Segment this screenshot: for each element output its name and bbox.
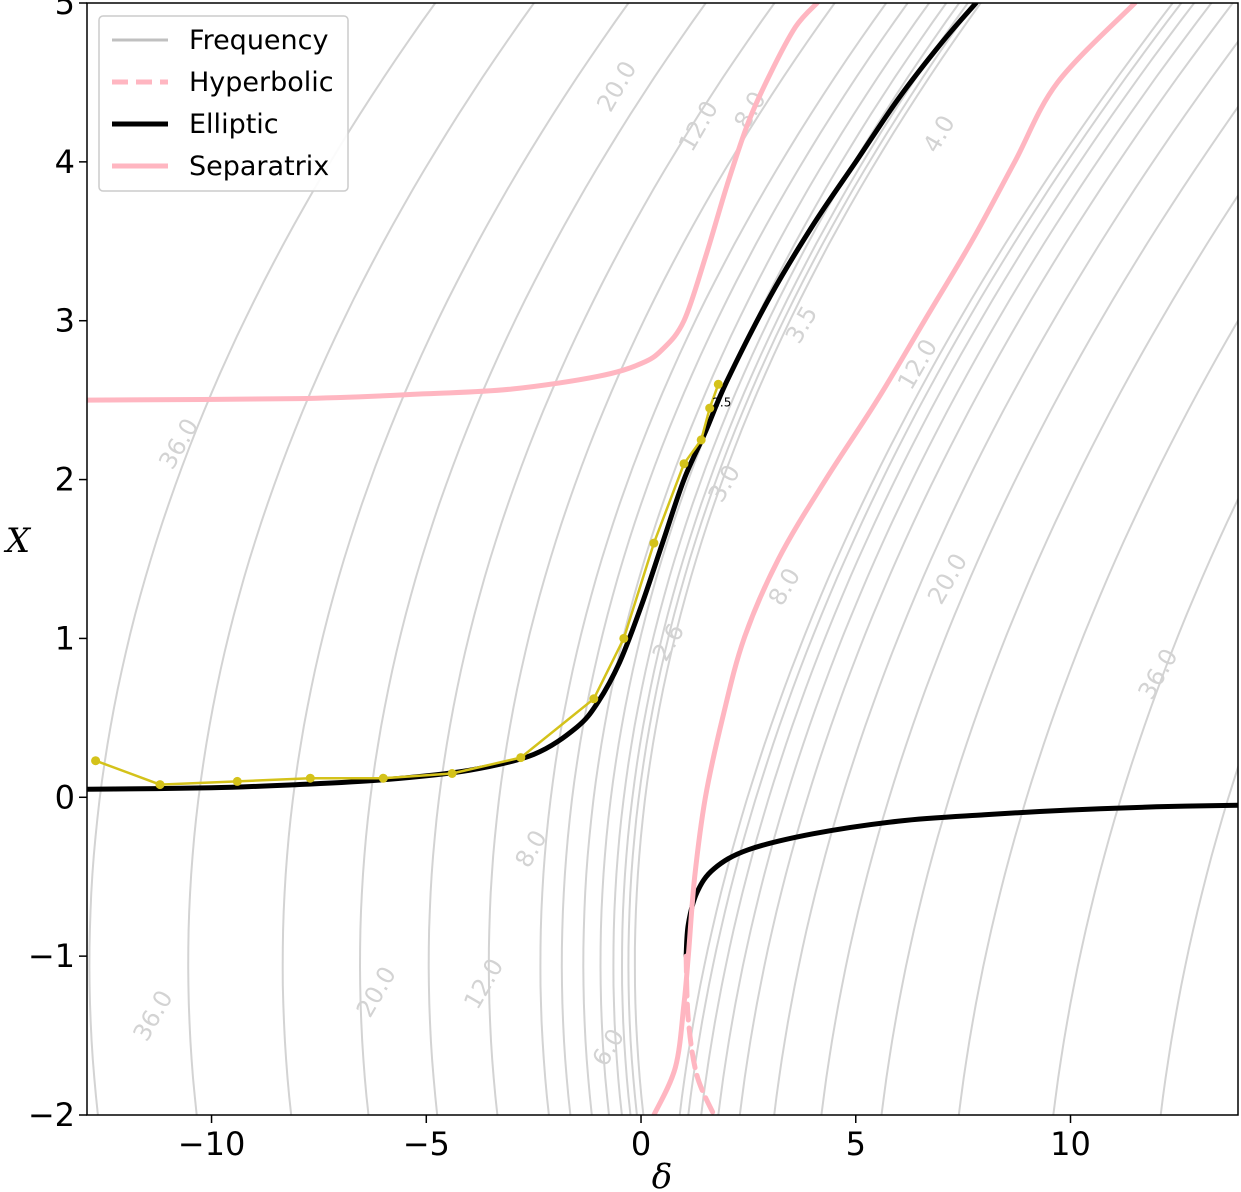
- frequency-contour-right: [820, 105, 1238, 1115]
- frequency-contour-right: [957, 318, 1238, 1115]
- y-tick-label: 4: [55, 143, 75, 181]
- frequency-contour-left: [427, 3, 776, 1115]
- trajectory-point: [696, 435, 706, 445]
- x-axis: −10 −5 0 5 10: [178, 1115, 1091, 1163]
- legend: Frequency Hyperbolic Elliptic Separatrix: [98, 15, 349, 192]
- frequency-contour-right: [880, 193, 1238, 1115]
- series-line-separatrix: [87, 3, 820, 403]
- trajectory-point: [649, 538, 659, 548]
- x-tick-label: 0: [631, 1125, 651, 1163]
- frequency-contour-left: [539, 3, 888, 1115]
- legend-label-hyperbolic: Hyperbolic: [189, 67, 334, 98]
- trajectory-point: [516, 753, 526, 763]
- trajectory-point: [589, 694, 599, 704]
- trajectory-point: [232, 776, 242, 786]
- frequency-contour-right: [1159, 763, 1238, 1115]
- series-line-hyperbolic: [683, 953, 717, 1115]
- trajectory-point: [91, 756, 101, 766]
- series-line-elliptic: [87, 3, 979, 792]
- trajectory-point: [447, 769, 457, 778]
- x-tick-label: −5: [403, 1125, 450, 1163]
- series-line-elliptic-lower-branch: [683, 802, 1238, 959]
- frequency-contour-right: [700, 3, 1195, 1115]
- y-tick-label: 3: [55, 302, 75, 340]
- frequency-contour-left: [599, 3, 948, 1115]
- y-tick-label: 5: [55, 0, 75, 22]
- trajectory-point: [155, 780, 165, 790]
- frequency-contour-left: [358, 3, 707, 1115]
- frequency-contour-right: [687, 3, 1183, 1115]
- legend-label-elliptic: Elliptic: [189, 109, 279, 140]
- x-tick-label: 10: [1050, 1125, 1091, 1163]
- trajectory-point: [378, 773, 388, 783]
- trajectory-point: [705, 403, 715, 413]
- y-axis-label: X: [3, 521, 32, 561]
- y-tick-label: 0: [55, 778, 75, 816]
- x-tick-label: −10: [178, 1125, 246, 1163]
- trajectory-point: [713, 379, 723, 389]
- trajectory-point: [305, 773, 315, 783]
- frequency-contour-left: [582, 3, 931, 1115]
- legend-label-frequency: Frequency: [189, 25, 329, 56]
- y-axis: −2 −1 0 1 2 3 4 5: [28, 0, 87, 1134]
- legend-box: [98, 15, 349, 192]
- y-tick-label: −1: [28, 937, 75, 975]
- frequency-contour-right: [678, 3, 1174, 1115]
- frequency-contour-left: [560, 3, 909, 1115]
- frequency-contour-right: [717, 3, 1213, 1115]
- frequency-contour-left: [633, 3, 982, 1115]
- frequency-contour-left: [620, 3, 969, 1115]
- frequency-contour-left: [187, 3, 535, 1115]
- y-tick-label: 1: [55, 619, 75, 657]
- trajectory-point: [619, 633, 629, 643]
- frequency-contour-right: [1052, 496, 1238, 1115]
- frequency-contour-left: [487, 3, 836, 1115]
- x-tick-label: 5: [846, 1125, 866, 1163]
- frequency-contour-right: [773, 40, 1238, 1115]
- frequency-contour-left: [627, 3, 976, 1115]
- frequency-contour-left: [281, 3, 630, 1115]
- x-axis-label: δ: [652, 1157, 672, 1192]
- y-tick-label: −2: [28, 1096, 75, 1134]
- trajectory-label: 2.5: [712, 395, 731, 409]
- y-tick-label: 2: [55, 461, 75, 499]
- frequency-contour-right: [738, 3, 1234, 1115]
- series-line-trajectory: [94, 383, 720, 786]
- legend-label-separatrix: Separatrix: [189, 151, 329, 182]
- frequency-contours: [88, 3, 1238, 1115]
- trajectory-point: [679, 459, 689, 469]
- plot-frame: [86, 2, 1239, 1116]
